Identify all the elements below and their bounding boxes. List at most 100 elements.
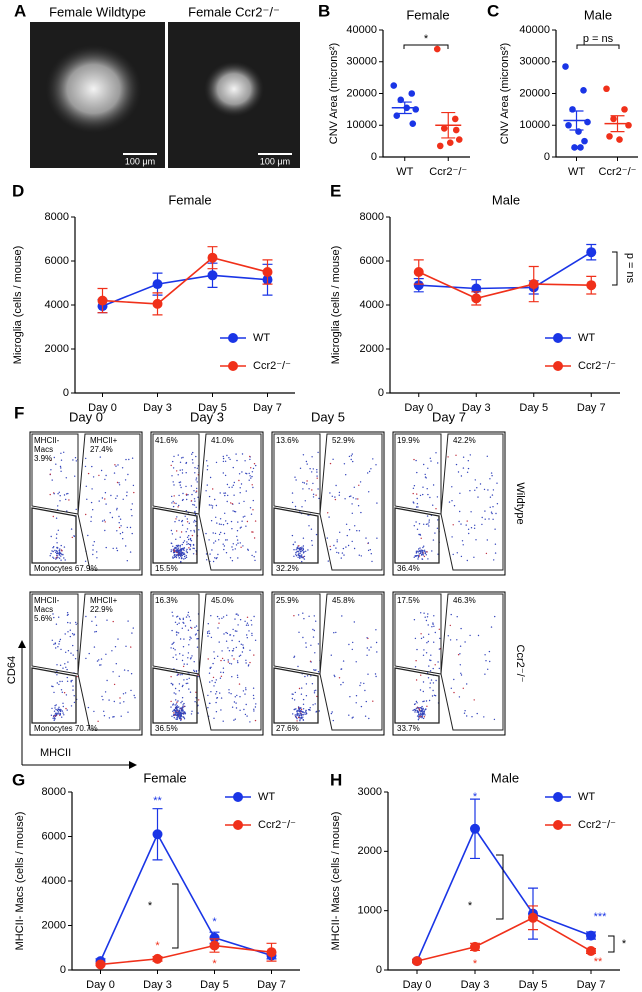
event-dot [426,551,428,553]
event-dot [216,522,218,524]
event-dot [353,486,355,488]
event-dot [315,711,317,713]
event-dot [239,542,241,544]
event-dot [110,494,112,497]
event-dot [55,647,57,649]
event-dot [53,557,55,559]
event-dot [196,646,199,648]
event-dot [419,547,421,549]
event-dot [178,683,181,685]
event-dot [88,652,90,655]
event-dot [190,500,193,502]
event-dot [425,551,427,553]
event-dot [174,687,177,690]
event-dot [116,549,119,552]
event-dot [52,613,54,615]
event-dot [92,549,94,551]
event-dot [178,717,181,720]
event-dot [104,498,106,500]
event-dot [293,549,295,551]
event-dot [54,712,57,714]
annotation: * [424,33,429,45]
event-dot [56,547,58,549]
event-dot [244,693,246,695]
event-dot [349,696,351,698]
event-dot [224,512,226,514]
event-dot [179,546,181,548]
event-dot [304,713,306,715]
event-dot [181,543,183,546]
event-dot [342,681,344,684]
gate-label: 33.7% [397,724,420,733]
event-dot [191,627,193,629]
gate-label: 41.0% [211,436,234,445]
event-dot [221,617,223,619]
event-dot [228,486,230,489]
data-point [436,142,444,150]
event-dot [93,646,96,648]
event-dot [57,713,59,715]
event-dot [312,482,314,485]
event-dot [311,456,313,458]
event-dot [58,640,61,643]
event-dot [196,638,198,640]
event-dot [417,719,420,721]
annotation: ** [594,956,603,968]
event-dot [415,660,417,662]
event-dot [61,550,63,552]
axis-line [555,30,638,158]
event-dot [50,469,52,471]
event-dot [352,460,354,463]
event-dot [219,677,222,679]
gate-label: MHCII- [34,436,60,445]
event-dot [429,682,431,684]
event-dot [426,705,428,707]
event-dot [85,657,87,660]
event-dot [317,643,320,645]
event-dot [305,646,307,648]
event-dot [205,490,207,492]
event-dot [95,624,98,626]
event-dot [253,556,255,558]
event-dot [194,513,197,516]
event-dot [181,710,183,712]
flow-plot: 19.9% 42.2%36.4% [392,431,506,576]
event-dot [346,534,348,537]
event-dot [483,488,486,491]
event-dot [58,683,60,686]
gate-label: 13.6% [276,436,299,445]
event-dot [456,616,458,618]
event-dot [466,471,469,473]
event-dot [329,545,331,548]
annotation: * [473,791,478,803]
event-dot [300,708,303,711]
event-dot [412,487,415,489]
event-dot [172,642,174,645]
data-point [412,956,422,967]
event-dot [297,548,299,550]
event-dot [59,638,62,641]
event-dot [330,712,333,715]
event-dot [493,718,496,721]
event-dot [419,552,422,555]
event-dot [187,652,190,654]
event-dot [115,663,118,665]
event-dot [370,553,372,555]
event-dot [425,700,428,702]
event-dot [296,720,298,722]
event-dot [63,451,65,453]
event-dot [175,631,178,633]
gate-label: 16.3% [155,596,178,605]
significance-bracket [576,44,620,49]
event-dot [59,708,61,711]
event-dot [420,612,422,614]
event-dot [236,530,239,532]
event-dot [176,544,178,547]
event-dot [351,503,353,505]
event-dot [430,679,433,681]
event-dot [477,496,479,498]
event-dot [188,677,190,679]
event-dot [360,511,362,514]
event-dot [133,694,135,697]
event-dot [293,655,296,657]
